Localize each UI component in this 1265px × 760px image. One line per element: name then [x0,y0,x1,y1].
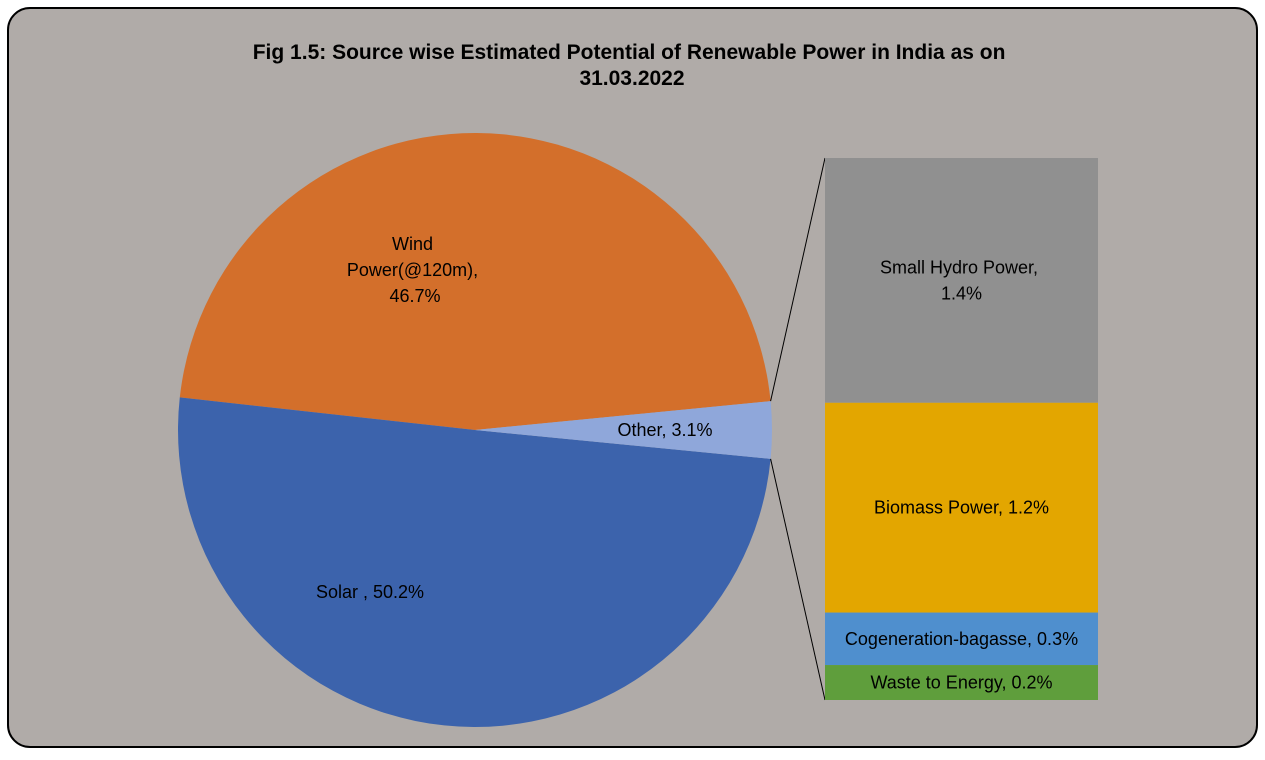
data-label: Other, 3.1% [617,420,712,440]
data-label: Solar , 50.2% [316,582,424,602]
bar-segment [825,665,1098,700]
data-label: Waste to Energy, 0.2% [870,673,1052,693]
connector-line [770,157,826,402]
pie-slice [178,397,771,727]
chart-title: Fig 1.5: Source wise Estimated Potential… [253,41,1012,90]
data-label: Cogeneration-bagasse, 0.3% [845,629,1078,649]
bar-segment [825,402,1098,613]
data-label: Biomass Power, 1.2% [874,498,1049,518]
pie-slice [475,401,772,459]
bar-segment [825,612,1098,666]
data-label: Small Hydro Power, 1.4% [880,257,1043,303]
data-label: Wind Power(@120m), 46.7% [347,234,483,306]
connector-line [770,458,826,701]
pie-slice [179,133,771,430]
bar-segment [825,158,1098,403]
